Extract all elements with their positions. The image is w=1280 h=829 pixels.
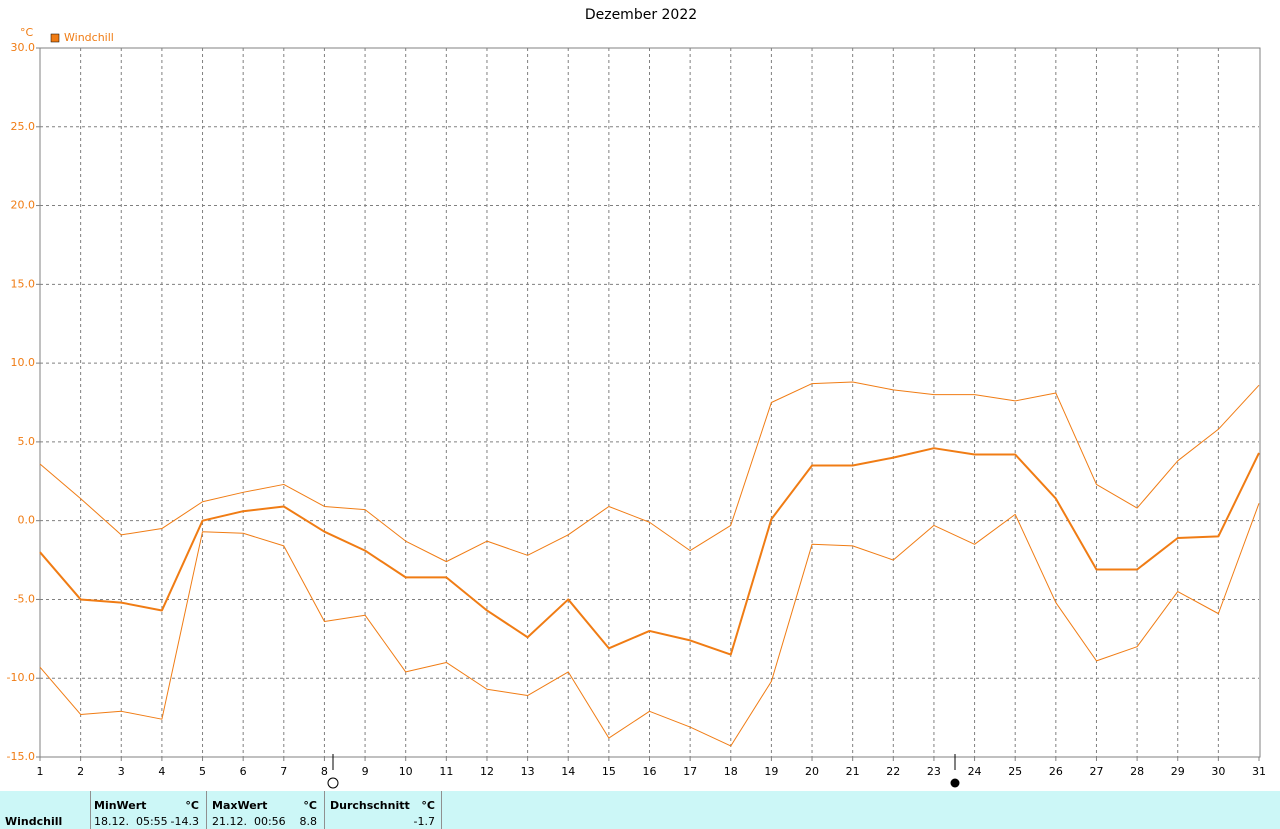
- x-tick-label: 1: [37, 765, 44, 778]
- x-tick-label: 20: [805, 765, 819, 778]
- y-unit: °C: [20, 26, 34, 39]
- avg-value: -1.7: [413, 815, 435, 828]
- x-tick-label: 9: [362, 765, 369, 778]
- x-tick-label: 2: [77, 765, 84, 778]
- legend-label: Windchill: [64, 31, 114, 44]
- y-tick-label: 25.0: [11, 120, 36, 133]
- min-time: 18.12. 05:55: [94, 815, 168, 828]
- x-tick-label: 28: [1130, 765, 1144, 778]
- full-moon-icon: [950, 778, 960, 788]
- legend-swatch: [50, 33, 60, 43]
- x-tick-label: 3: [118, 765, 125, 778]
- y-tick-label: 10.0: [11, 356, 36, 369]
- x-tick-label: 7: [280, 765, 287, 778]
- x-tick-label: 19: [764, 765, 778, 778]
- y-tick-label: 30.0: [11, 41, 36, 54]
- x-tick-label: 13: [521, 765, 535, 778]
- x-tick-label: 8: [321, 765, 328, 778]
- max-unit: °C: [303, 799, 317, 812]
- y-tick-label: 0.0: [18, 514, 36, 527]
- series-line: [39, 503, 1260, 747]
- avg-unit: °C: [421, 799, 435, 812]
- series-line: [39, 447, 1260, 656]
- x-tick-label: 16: [643, 765, 657, 778]
- x-tick-label: 12: [480, 765, 494, 778]
- x-tick-label: 11: [439, 765, 453, 778]
- new-moon-icon: [327, 777, 339, 789]
- y-tick-label: 20.0: [11, 199, 36, 212]
- min-value: -14.3: [170, 815, 199, 828]
- max-header: MaxWert: [212, 799, 268, 812]
- y-tick-label: -15.0: [7, 750, 35, 763]
- x-tick-label: 6: [240, 765, 247, 778]
- y-tick-label: 5.0: [18, 435, 36, 448]
- x-tick-label: 17: [683, 765, 697, 778]
- max-time: 21.12. 00:56: [212, 815, 286, 828]
- x-tick-label: 29: [1171, 765, 1185, 778]
- x-tick-label: 10: [399, 765, 413, 778]
- x-tick-label: 27: [1089, 765, 1103, 778]
- x-tick-label: 24: [968, 765, 982, 778]
- chart-title: Dezember 2022: [585, 7, 697, 23]
- x-tick-label: 4: [158, 765, 165, 778]
- y-tick-label: -5.0: [14, 592, 35, 605]
- series-line: [39, 381, 1260, 563]
- x-tick-label: 14: [561, 765, 575, 778]
- x-tick-label: 23: [927, 765, 941, 778]
- min-unit: °C: [185, 799, 199, 812]
- x-tick-label: 25: [1008, 765, 1022, 778]
- chart: Dezember 2022 °C -15.0 -10.0 -5.0 0.0 5.0 10.…: [7, 7, 1266, 789]
- x-tick-label: 5: [199, 765, 206, 778]
- x-tick-label: 15: [602, 765, 616, 778]
- x-tick-label: 22: [886, 765, 900, 778]
- x-tick-label: 31: [1252, 765, 1266, 778]
- y-tick-label: -10.0: [7, 671, 35, 684]
- max-value: 8.8: [299, 815, 318, 828]
- x-tick-label: 21: [846, 765, 860, 778]
- x-tick-label: 30: [1211, 765, 1225, 778]
- x-tick-label: 26: [1049, 765, 1063, 778]
- y-tick-label: 15.0: [11, 277, 36, 290]
- summary-table: Windchill MinWert °C 18.12. 05:55 -14.3 …: [0, 791, 1280, 829]
- x-tick-label: 18: [724, 765, 738, 778]
- row-label: Windchill: [5, 815, 63, 828]
- avg-header: Durchschnitt: [330, 799, 410, 812]
- min-header: MinWert: [94, 799, 147, 812]
